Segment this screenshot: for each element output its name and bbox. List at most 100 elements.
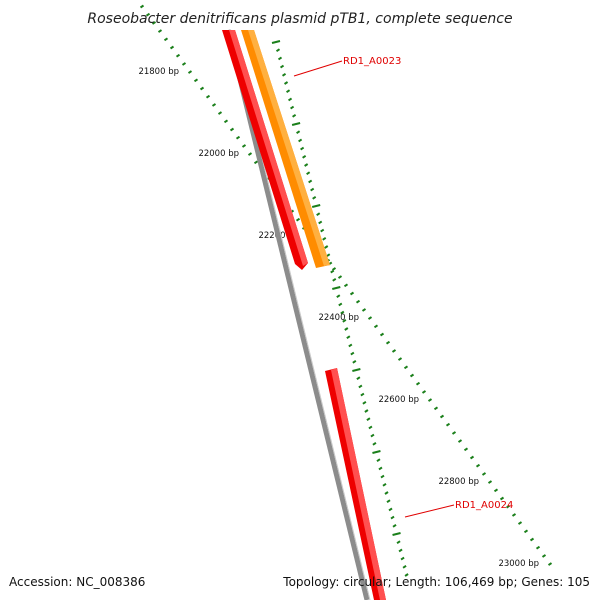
minor-tick	[187, 70, 193, 74]
minor-tick	[433, 406, 439, 411]
minor-tick	[223, 119, 229, 124]
outer-minor-tick	[364, 409, 369, 413]
minor-tick	[535, 545, 541, 550]
outer-minor-tick	[386, 499, 391, 504]
minor-tick	[355, 299, 361, 304]
gene-rd1-a0024-shade	[331, 368, 386, 600]
outer-minor-tick	[320, 228, 325, 233]
minor-tick	[421, 390, 427, 394]
outer-minor-tick	[368, 425, 373, 430]
accession-text: Accession: NC_008386	[9, 575, 145, 589]
minor-tick	[373, 324, 379, 329]
outer-minor-tick	[281, 72, 287, 77]
minor-tick	[451, 431, 457, 435]
outer-minor-tick	[285, 89, 291, 94]
minor-tick	[475, 463, 481, 468]
gene-label-rd1-a0024[interactable]: RD1_A0024	[455, 500, 513, 511]
minor-tick	[415, 381, 421, 386]
summary-text: Topology: circular; Length: 106,469 bp; …	[282, 575, 590, 589]
tick-label-22800: 22800 bp	[438, 477, 479, 487]
minor-tick	[541, 554, 547, 558]
gene-label-rd1-a0023[interactable]: RD1_A0023	[343, 56, 401, 67]
outer-minor-tick	[376, 458, 381, 463]
outer-minor-tick	[350, 351, 355, 356]
minor-tick	[157, 29, 163, 33]
outer-major-tick	[372, 450, 381, 454]
minor-tick	[211, 103, 217, 107]
outer-minor-tick	[370, 433, 375, 438]
outer-tick-track	[271, 40, 409, 577]
outer-minor-tick	[330, 269, 335, 274]
outer-minor-tick	[384, 491, 389, 495]
minor-tick	[517, 521, 523, 525]
minor-tick	[343, 283, 349, 288]
outer-minor-tick	[288, 97, 293, 102]
gene-rd1-a0023-shade	[248, 30, 330, 266]
outer-minor-tick	[290, 105, 295, 110]
outer-minor-tick	[378, 466, 383, 471]
outer-minor-tick	[312, 195, 317, 200]
outer-major-tick	[332, 286, 341, 290]
outer-minor-tick	[324, 245, 329, 249]
outer-major-tick	[352, 368, 361, 372]
outer-major-tick	[271, 40, 281, 44]
gene-leader-rd1-a0024	[404, 504, 455, 518]
outer-minor-tick	[372, 441, 377, 446]
minor-tick	[217, 111, 223, 115]
tick-label-23000: 23000 bp	[498, 559, 539, 569]
outer-minor-tick	[366, 417, 371, 422]
outer-minor-tick	[348, 343, 353, 348]
outer-minor-tick	[279, 64, 285, 69]
outer-minor-tick	[380, 474, 385, 479]
outer-minor-tick	[302, 154, 307, 159]
outer-minor-tick	[308, 179, 313, 184]
minor-tick	[403, 365, 409, 370]
outer-minor-tick	[398, 548, 403, 553]
minor-tick	[547, 562, 553, 566]
minor-tick	[229, 127, 235, 132]
minor-tick	[193, 78, 199, 83]
minor-tick	[175, 53, 181, 58]
outer-major-tick	[291, 122, 301, 126]
minor-tick	[445, 422, 451, 427]
minor-tick	[151, 21, 157, 25]
outer-minor-tick	[400, 556, 405, 561]
outer-minor-tick	[362, 400, 367, 405]
minor-tick	[199, 86, 205, 91]
minor-tick	[331, 267, 337, 271]
outer-minor-tick	[342, 318, 347, 323]
minor-tick	[427, 398, 433, 402]
tick-label-22000: 22000 bp	[198, 149, 239, 159]
minor-tick	[361, 308, 367, 312]
outer-minor-tick	[346, 335, 351, 340]
minor-tick	[337, 275, 343, 279]
outer-minor-tick	[396, 540, 401, 545]
outer-minor-tick	[275, 48, 281, 53]
minor-tick	[391, 349, 397, 353]
minor-tick	[379, 332, 385, 337]
minor-tick	[247, 152, 253, 156]
minor-tick	[235, 135, 241, 140]
outer-minor-tick	[392, 523, 397, 528]
outer-minor-tick	[338, 302, 343, 307]
outer-minor-tick	[304, 163, 309, 167]
minor-tick	[367, 316, 373, 320]
outer-minor-tick	[300, 146, 305, 151]
minor-tick	[409, 373, 415, 378]
minor-tick	[511, 513, 517, 517]
minor-tick	[481, 472, 487, 476]
minor-tick	[439, 414, 445, 419]
outer-minor-tick	[310, 187, 315, 192]
minor-tick	[139, 4, 145, 9]
outer-minor-tick	[388, 507, 393, 512]
outer-major-tick	[392, 532, 401, 536]
minor-tick	[385, 340, 391, 345]
outer-minor-tick	[336, 294, 341, 299]
outer-minor-tick	[404, 573, 409, 577]
outer-minor-tick	[402, 564, 407, 569]
outer-minor-tick	[306, 171, 311, 176]
minor-tick	[457, 439, 463, 443]
minor-tick	[469, 455, 475, 460]
outer-minor-tick	[382, 482, 387, 487]
outer-minor-tick	[316, 212, 321, 217]
